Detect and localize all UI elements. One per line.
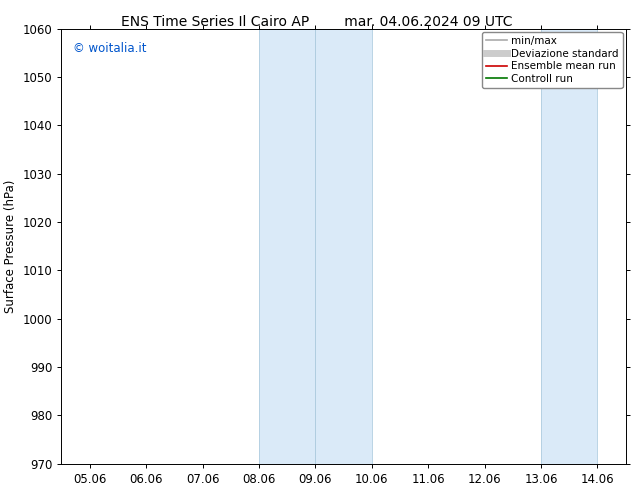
Legend: min/max, Deviazione standard, Ensemble mean run, Controll run: min/max, Deviazione standard, Ensemble m… xyxy=(482,32,623,88)
Y-axis label: Surface Pressure (hPa): Surface Pressure (hPa) xyxy=(4,180,17,313)
Bar xyxy=(259,29,315,464)
Text: © woitalia.it: © woitalia.it xyxy=(73,42,146,55)
Bar xyxy=(315,29,372,464)
Bar xyxy=(541,29,597,464)
Text: ENS Time Series Il Cairo AP        mar. 04.06.2024 09 UTC: ENS Time Series Il Cairo AP mar. 04.06.2… xyxy=(121,15,513,29)
